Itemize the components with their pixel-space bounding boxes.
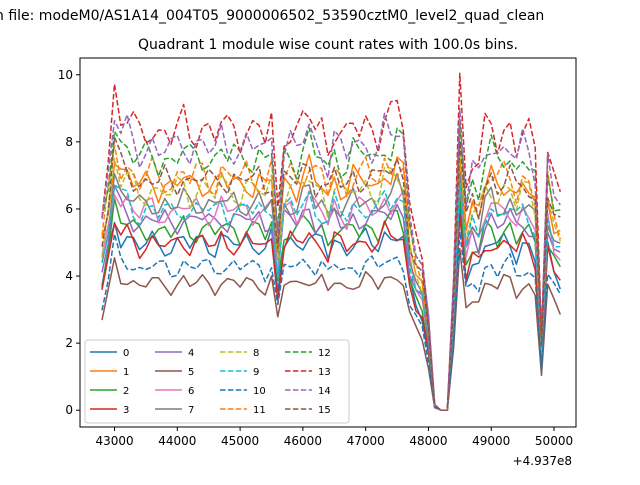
legend-label-9: 9	[253, 367, 259, 378]
legend-label-6: 6	[188, 386, 194, 397]
legend-label-5: 5	[188, 367, 194, 378]
x-tick-label: 44000	[158, 434, 196, 448]
legend-label-12: 12	[318, 348, 331, 359]
legend-label-4: 4	[188, 348, 194, 359]
x-tick-label: 45000	[221, 434, 259, 448]
series-line-10	[101, 231, 561, 411]
series-line-3	[101, 214, 561, 411]
legend-box	[84, 339, 350, 424]
legend-label-11: 11	[253, 405, 266, 416]
legend-label-10: 10	[253, 386, 266, 397]
x-tick-label: 49000	[472, 434, 510, 448]
series-line-14	[101, 107, 561, 411]
y-axis: 0 2 4 6 8 10	[58, 68, 80, 417]
legend-label-0: 0	[123, 348, 129, 359]
x-tick-label: 43000	[95, 434, 133, 448]
legend-label-14: 14	[318, 386, 331, 397]
x-axis: 43000 44000 45000 46000 47000 48000 49000 50000	[95, 427, 573, 448]
x-tick-label: 46000	[284, 434, 322, 448]
y-tick-label: 0	[65, 403, 73, 417]
series-line-2	[101, 194, 561, 411]
y-tick-label: 8	[65, 135, 73, 149]
series-line-1	[101, 153, 561, 411]
y-tick-label: 2	[65, 336, 73, 350]
plot-frame	[79, 57, 577, 428]
series-line-13	[101, 72, 562, 411]
x-offset-label: +4.937e8	[513, 454, 572, 468]
legend-label-7: 7	[188, 405, 194, 416]
legend-label-3: 3	[123, 405, 129, 416]
series-line-12	[101, 121, 561, 411]
figure-suptitle: n file: modeM0/AS1A14_004T05_9000006502_…	[0, 8, 544, 24]
x-tick-label: 47000	[347, 434, 385, 448]
y-tick-label: 10	[58, 68, 73, 82]
x-tick-label: 48000	[409, 434, 447, 448]
series-line-5	[101, 247, 561, 411]
legend-label-1: 1	[123, 367, 129, 378]
legend-label-2: 2	[123, 386, 129, 397]
x-tick-label: 50000	[535, 434, 573, 448]
series-line-11	[101, 121, 562, 411]
legend-label-8: 8	[253, 348, 259, 359]
series-line-15	[101, 136, 561, 411]
legend-label-13: 13	[318, 367, 331, 378]
series-line-7	[101, 170, 561, 411]
y-tick-label: 6	[65, 202, 73, 216]
chart-title: Quadrant 1 module wise count rates with …	[138, 37, 518, 53]
legend-label-15: 15	[318, 405, 331, 416]
series-line-9	[101, 182, 561, 411]
plot-lines	[101, 72, 562, 411]
series-line-6	[101, 177, 561, 411]
y-tick-label: 4	[65, 269, 73, 283]
